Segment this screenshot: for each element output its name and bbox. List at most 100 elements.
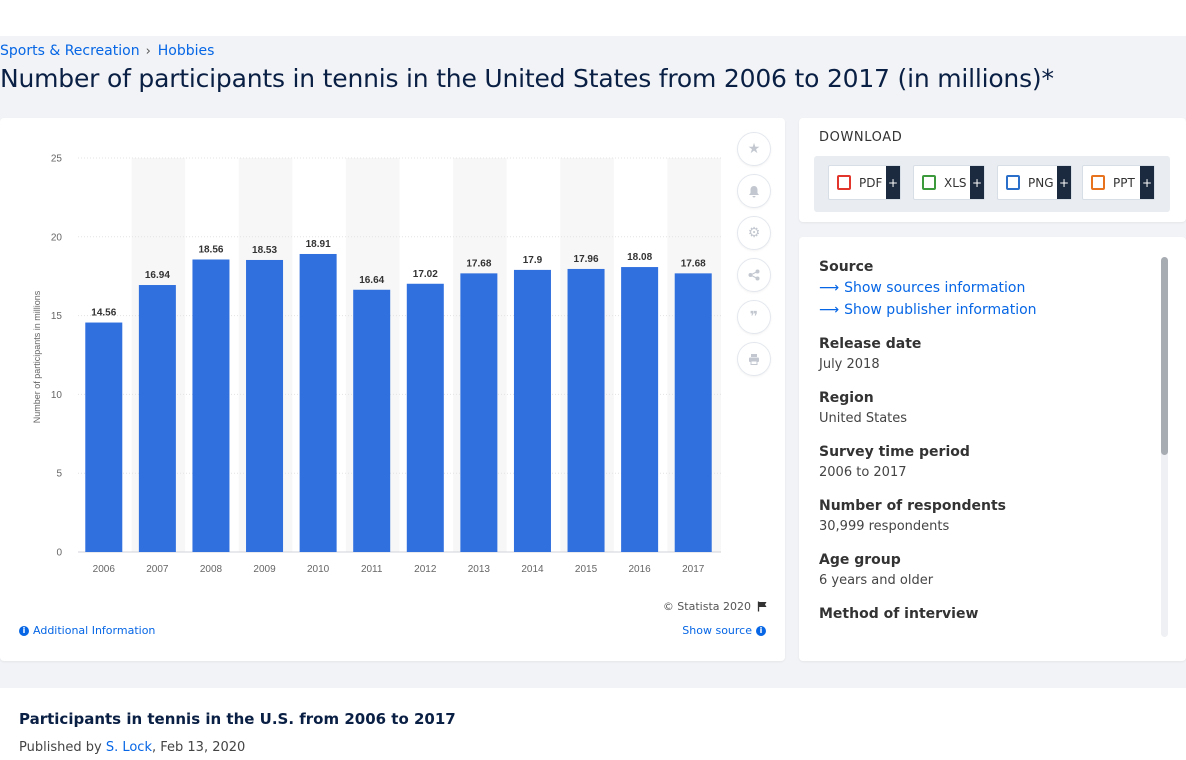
data-label: 17.02: [413, 269, 438, 280]
data-label: 18.56: [198, 244, 223, 255]
statistic-details-card: Source ⟶ Show sources information ⟶ Show…: [799, 237, 1186, 661]
bar-2009: [246, 259, 284, 552]
gear-icon[interactable]: ⚙: [737, 216, 771, 250]
bar-2014: [513, 269, 551, 552]
published-line: Published by S. Lock, Feb 13, 2020: [19, 740, 245, 755]
download-card: DOWNLOAD PDF + XLS + PNG + PPT +: [799, 118, 1186, 222]
show-publisher-label: Show publisher information: [844, 302, 1037, 318]
published-date: , Feb 13, 2020: [151, 740, 246, 755]
details-scrollbar[interactable]: [1161, 257, 1168, 637]
x-tick-label: 2013: [468, 564, 491, 575]
respondents-value: 30,999 respondents: [819, 519, 950, 534]
arrow-right-icon: ⟶: [819, 302, 840, 318]
download-pdf-button[interactable]: PDF +: [828, 165, 901, 200]
star-icon[interactable]: ★: [737, 132, 771, 166]
show-source-link[interactable]: Show source i: [682, 624, 766, 637]
respondents-label: Number of respondents: [819, 498, 1006, 514]
x-tick-label: 2014: [521, 564, 544, 575]
download-ppt-button[interactable]: PPT +: [1082, 165, 1155, 200]
age-group-label: Age group: [819, 552, 901, 568]
page-title: Number of participants in tennis in the …: [0, 64, 1054, 93]
png-file-icon: [1006, 175, 1020, 190]
plus-icon: +: [1140, 166, 1154, 199]
download-xls-button[interactable]: XLS +: [913, 165, 985, 200]
y-axis-label: Number of participants in millions: [32, 290, 42, 423]
xls-label: XLS: [944, 175, 967, 190]
copyright-text: © Statista 2020: [662, 600, 751, 613]
data-label: 17.9: [523, 255, 543, 266]
additional-information-link[interactable]: i Additional Information: [19, 624, 155, 637]
ppt-file-icon: [1091, 175, 1105, 190]
bar-2012: [406, 283, 444, 552]
info-icon: i: [756, 625, 766, 636]
bar-2007: [138, 285, 176, 552]
x-tick-label: 2007: [146, 564, 169, 575]
data-label: 17.68: [681, 258, 706, 269]
breadcrumb-sports-recreation[interactable]: Sports & Recreation: [0, 43, 140, 59]
bar-2006: [85, 322, 123, 552]
author-link[interactable]: S. Lock: [105, 740, 152, 755]
additional-information-label: Additional Information: [33, 624, 156, 637]
data-label: 17.68: [466, 258, 491, 269]
scrollbar-thumb[interactable]: [1161, 257, 1168, 455]
data-label: 17.96: [574, 254, 599, 265]
data-label: 16.94: [145, 270, 170, 281]
x-tick-label: 2010: [307, 564, 330, 575]
statistic-details: Source ⟶ Show sources information ⟶ Show…: [819, 259, 1149, 627]
age-group-value: 6 years and older: [819, 573, 934, 588]
release-date-label: Release date: [819, 336, 922, 352]
show-sources-link[interactable]: ⟶ Show sources information: [819, 280, 1149, 296]
breadcrumb-hobbies[interactable]: Hobbies: [157, 43, 215, 59]
statistic-heading: Participants in tennis in the U.S. from …: [19, 710, 456, 728]
x-tick-label: 2015: [575, 564, 598, 575]
bar-2011: [353, 289, 391, 552]
x-tick-label: 2017: [682, 564, 705, 575]
show-source-label: Show source: [682, 624, 752, 637]
interview-method-label: Method of interview: [819, 606, 979, 622]
download-bar: PDF + XLS + PNG + PPT +: [814, 156, 1170, 212]
chart-toolbar: ★ ⚙ ❞: [737, 132, 772, 384]
y-tick-label: 0: [56, 548, 62, 559]
download-png-button[interactable]: PNG +: [997, 165, 1072, 200]
bar-2017: [674, 273, 712, 552]
flag-icon[interactable]: [757, 601, 768, 612]
show-sources-label: Show sources information: [844, 280, 1026, 296]
arrow-right-icon: ⟶: [819, 280, 840, 296]
top-bar: [0, 0, 1186, 36]
bar-2008: [192, 259, 230, 552]
data-label: 18.08: [627, 252, 652, 263]
bar-2016: [621, 267, 659, 552]
breadcrumb: Sports & Recreation › Hobbies: [0, 43, 214, 59]
bar-chart: 0 5 10 15 20 25 Number of participants in mill…: [32, 154, 721, 575]
pdf-file-icon: [837, 175, 851, 190]
bar-2013: [460, 273, 498, 552]
print-icon[interactable]: [737, 342, 771, 376]
download-title: DOWNLOAD: [819, 130, 903, 145]
x-tick-label: 2008: [200, 564, 223, 575]
y-tick-label: 10: [51, 390, 63, 401]
region-label: Region: [819, 390, 874, 406]
release-date-value: July 2018: [819, 357, 880, 372]
data-label: 16.64: [359, 275, 384, 286]
chart-card: 0 5 10 15 20 25 Number of participants in mill…: [0, 118, 785, 661]
quote-icon[interactable]: ❞: [737, 300, 771, 334]
y-tick-label: 5: [56, 469, 62, 480]
region-value: United States: [819, 411, 908, 426]
plus-icon: +: [886, 166, 900, 199]
x-tick-label: 2016: [629, 564, 652, 575]
y-tick-label: 15: [51, 311, 63, 322]
survey-period-value: 2006 to 2017: [819, 465, 907, 480]
x-tick-label: 2012: [414, 564, 437, 575]
statistic-info-section: Participants in tennis in the U.S. from …: [0, 688, 1186, 760]
xls-file-icon: [922, 175, 936, 190]
x-tick-label: 2011: [361, 564, 383, 575]
plus-icon: +: [1057, 166, 1071, 199]
plus-icon: +: [970, 166, 984, 199]
data-label: 18.53: [252, 245, 277, 256]
show-publisher-link[interactable]: ⟶ Show publisher information: [819, 302, 1149, 318]
share-icon[interactable]: [737, 258, 771, 292]
ppt-label: PPT: [1113, 175, 1135, 190]
y-tick-label: 25: [51, 154, 63, 165]
y-tick-label: 20: [51, 232, 63, 243]
bell-icon[interactable]: [737, 174, 771, 208]
